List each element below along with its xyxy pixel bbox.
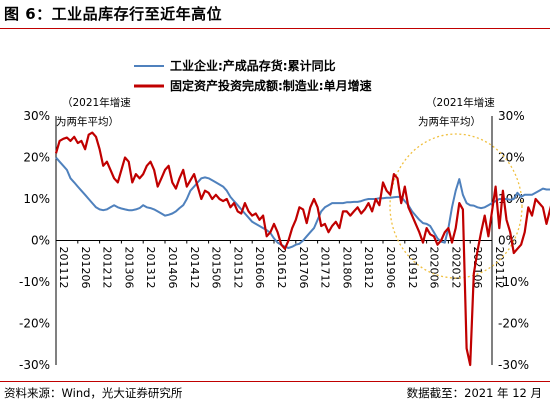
x-tick-label: 201712 [319,247,332,289]
y-tick-left: 20% [23,151,50,165]
x-tick-label: 201506 [210,247,223,289]
y-tick-right: -10% [498,275,529,289]
y-tick-right: -30% [498,358,529,372]
y-tick-left: -10% [19,275,50,289]
y-tick-left: 10% [23,192,50,206]
y-tick-left: -30% [19,358,50,372]
x-tick-label: 202112 [493,247,506,289]
x-tick-label: 201612 [275,247,288,289]
x-tick-label: 201706 [297,247,310,289]
plot-area [54,116,550,367]
x-tick-label: 202012 [449,247,462,289]
x-tick-label: 201406 [166,247,179,289]
x-tick-label: 201306 [122,247,135,289]
data-date: 数据截至：2021 年 12 月 [406,386,542,400]
footer-divider [0,381,550,382]
left-note-line1: （2021年增速 [62,96,131,109]
x-tick-label: 201912 [406,247,419,289]
x-tick-label: 201212 [101,247,114,289]
y-tick-right: 30% [498,109,525,123]
x-tick-label: 201812 [362,247,375,289]
x-axis: 201112 201206 201212 201306 201312 201406 2014… [55,240,506,289]
y-tick-left: 30% [23,109,50,123]
x-tick-label: 202006 [428,247,441,289]
x-tick-label: 201806 [340,247,353,289]
y-tick-right: 20% [498,151,525,165]
y-tick-left: -20% [19,317,50,331]
left-y-axis: 30% 20% 10% 0% -10% -20% -30% [19,109,50,372]
highlight-ellipse [389,133,523,279]
right-note-line1: （2021年增速 [426,96,495,109]
x-tick-label: 201312 [144,247,157,289]
x-tick-label: 201206 [79,247,92,289]
right-note-line2: 为两年平均） [418,115,481,128]
figure-title: 图 6：工业品库存行至近年高位 [4,5,223,23]
title-divider [0,28,550,29]
investment-series-line [54,131,550,367]
inventory-series-line [55,156,550,249]
x-tick-label: 201606 [253,247,266,289]
legend-item-inventory-label: 工业企业:产成品存货:累计同比 [170,58,336,73]
y-tick-right: 0% [498,234,517,248]
left-note-line2: 为两年平均） [56,115,119,128]
right-y-axis: 30%20%10%0%-10%-20%-30% [498,109,529,372]
y-tick-left: 0% [31,234,50,248]
x-tick-label: 201906 [384,247,397,289]
x-tick-label: 201112 [57,247,70,289]
source-note: 资料来源：Wind，光大证券研究所 [4,386,183,400]
y-tick-right: -20% [498,317,529,331]
x-tick-label: 201512 [231,247,244,289]
x-tick-label: 201412 [188,247,201,289]
legend-item-investment-label: 固定资产投资完成额:制造业:单月增速 [170,78,372,93]
